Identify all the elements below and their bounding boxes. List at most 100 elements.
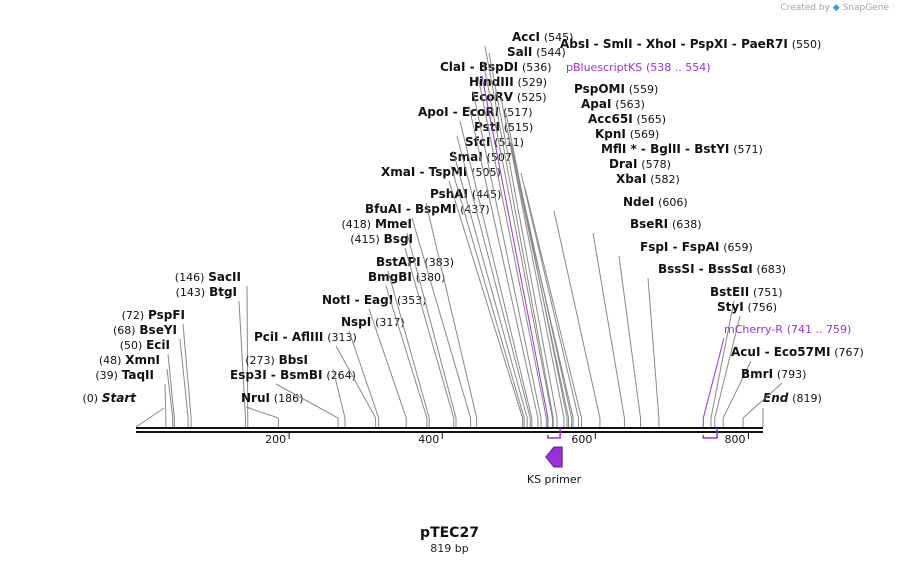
site-leader-line [553, 210, 601, 427]
site-label: (273) BbsI [245, 353, 308, 367]
site-name: pBluescriptKS [566, 61, 642, 74]
site-position: (544) [536, 46, 566, 59]
site-name: Esp3I - BsmBI [230, 368, 322, 382]
site-label: PshAI (445) [430, 187, 501, 201]
site-label: (50) EciI [120, 338, 170, 352]
feature-label: mCherry-R (741 .. 759) [724, 322, 851, 336]
site-label: KpnI (569) [595, 127, 659, 141]
site-label: DraI (578) [609, 157, 671, 171]
end-leader-line [135, 407, 165, 428]
site-name: BbsI [279, 353, 308, 367]
site-position: (317) [375, 316, 405, 329]
site-label: AccI (545) [512, 30, 573, 44]
site-position: (353) [397, 294, 427, 307]
site-leader-line [710, 300, 735, 427]
site-leader-line [452, 150, 528, 427]
site-label: HindIII (529) [469, 75, 547, 89]
site-leader-line [164, 383, 167, 427]
site-label: ClaI - BspDI (536) [440, 60, 552, 74]
site-name: SmaI [449, 150, 483, 164]
site-leader-line [714, 315, 741, 427]
site-position: (0) [82, 392, 98, 405]
site-leader-line [618, 255, 642, 427]
site-leader-line [702, 337, 725, 427]
site-position: (68) [113, 324, 136, 337]
tick-label: 400 [418, 433, 439, 446]
site-label: XbaI (582) [616, 172, 680, 186]
site-leader-line [722, 360, 752, 427]
site-position: (563) [615, 98, 645, 111]
site-leader-line [592, 232, 625, 427]
site-name: DraI [609, 157, 637, 171]
site-name: PstI [474, 120, 500, 134]
site-label: (39) TaqII [95, 368, 154, 382]
site-name: NdeI [623, 195, 654, 209]
site-name: TaqII [122, 368, 154, 382]
site-position: (72) [122, 309, 145, 322]
site-label: FspI - FspAI (659) [640, 240, 753, 254]
site-leader-line [484, 45, 554, 427]
site-position: (767) [834, 346, 864, 359]
site-label: PstI (515) [474, 120, 533, 134]
site-position: (659) [723, 241, 753, 254]
site-position: (565) [637, 113, 667, 126]
site-name: AcuI - Eco57MI [731, 345, 830, 359]
snapgene-logo-icon: ◆ [832, 3, 840, 13]
site-name: BseYI [139, 323, 177, 337]
site-leader-line [411, 217, 472, 427]
site-position: (143) [176, 286, 206, 299]
site-leader-line [742, 382, 783, 427]
site-position: (741 .. 759) [787, 323, 852, 336]
site-leader-line [182, 323, 192, 427]
site-name: StyI [717, 300, 744, 314]
site-leader-line [450, 165, 525, 427]
site-leader-line [477, 75, 547, 427]
site-label: BstEII (751) [710, 285, 783, 299]
site-label: (68) BseYI [113, 323, 177, 337]
site-label: BmgBI (380) [368, 270, 445, 284]
site-name: Acc65I [588, 112, 633, 126]
site-leader-line [448, 180, 524, 427]
site-label: StyI (756) [717, 300, 777, 314]
site-label: (0) Start [82, 391, 137, 405]
site-leader-line [406, 232, 457, 427]
site-leader-line [506, 127, 570, 427]
site-label: ApaI (563) [581, 97, 645, 111]
site-name: PspOMI [574, 82, 625, 96]
tick-label: 800 [724, 433, 745, 446]
site-position: (264) [326, 369, 356, 382]
site-position: (550) [792, 38, 822, 51]
site-position: (559) [629, 83, 659, 96]
site-leader-line [167, 353, 175, 427]
site-name: ApoI - EcoRI [418, 105, 499, 119]
site-position: (517) [503, 106, 533, 119]
site-leader-line [472, 90, 542, 427]
snapgene-watermark: Created by ◆ SnapGene [780, 3, 889, 13]
site-position: (50) [120, 339, 143, 352]
site-label: BseRI (638) [630, 217, 702, 231]
site-position: (545) [544, 31, 574, 44]
site-position: (569) [630, 128, 660, 141]
site-name: PshAI [430, 187, 468, 201]
site-leader-line [488, 52, 558, 427]
site-position: (793) [777, 368, 807, 381]
site-position: (538 .. 554) [646, 61, 711, 74]
site-name: AbsI - SmlI - XhoI - PspXI - PaeR7I [560, 37, 788, 51]
site-name: EcoRV [471, 90, 514, 104]
tick-label: 200 [265, 433, 286, 446]
site-position: (39) [95, 369, 118, 382]
site-name: XbaI [616, 172, 646, 186]
site-name: MflI * - BglII - BstYI [601, 142, 729, 156]
site-label: (143) BtgI [176, 285, 237, 299]
site-name: NspI [341, 315, 371, 329]
site-position: (380) [416, 271, 446, 284]
site-position: (273) [245, 354, 275, 367]
site-name: XmnI [125, 353, 160, 367]
site-leader-line [335, 345, 377, 427]
site-label: PspOMI (559) [574, 82, 658, 96]
site-position: (515) [504, 121, 534, 134]
site-leader-line [385, 285, 428, 427]
site-position: (582) [650, 173, 680, 186]
site-label: NruI (186) [241, 391, 303, 405]
